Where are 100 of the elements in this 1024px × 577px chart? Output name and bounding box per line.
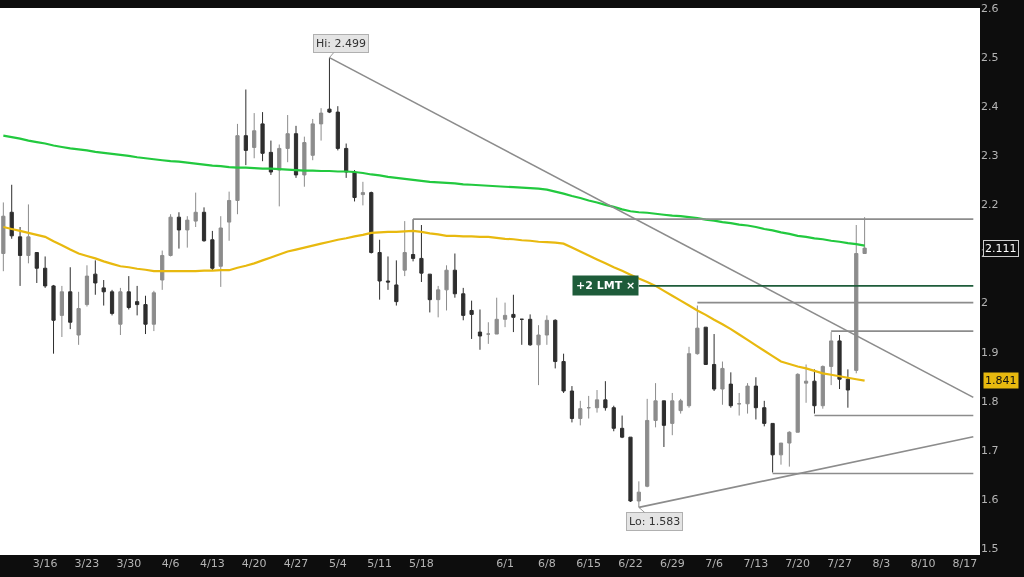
candlestick <box>787 430 792 468</box>
candlestick <box>160 250 165 291</box>
line-series <box>2 225 866 382</box>
y-tick-label: 1.7 <box>981 443 999 457</box>
candlestick <box>126 275 131 310</box>
candlestick <box>469 300 474 340</box>
candlestick <box>394 259 399 307</box>
candlestick <box>578 400 583 426</box>
candlestick <box>410 218 416 262</box>
candlestick <box>753 376 759 420</box>
y-tick-label: 2 <box>981 296 988 310</box>
candlestick <box>360 181 366 206</box>
candlestick <box>486 321 491 345</box>
candlestick <box>803 363 809 404</box>
candlestick <box>686 346 692 409</box>
candlestick <box>461 287 466 321</box>
annotation: Hi: 2.499 <box>316 37 367 50</box>
candlestick <box>9 184 14 240</box>
candlestick <box>109 289 115 316</box>
candlestick <box>277 144 282 207</box>
candlestick <box>845 368 850 409</box>
candlestick <box>820 364 825 410</box>
x-tick-label: 6/22 <box>618 557 643 570</box>
candlestick <box>118 287 123 336</box>
candlestick <box>620 415 625 439</box>
candlestick <box>243 89 248 166</box>
y-tick-label: 1.5 <box>981 541 999 555</box>
x-tick-label: 4/6 <box>161 557 180 570</box>
candlestick <box>536 324 541 386</box>
x-tick-label: 8/3 <box>872 557 891 570</box>
y-tick-label: 2.6 <box>981 1 999 15</box>
candlestick <box>293 125 299 179</box>
text: 1.841 <box>985 374 1017 387</box>
candlestick <box>210 230 215 271</box>
candlestick <box>720 361 725 406</box>
candlestick <box>151 290 156 332</box>
x-tick-label: 6/29 <box>659 557 685 570</box>
candlestick <box>795 372 800 433</box>
y-tick-label: 2.4 <box>981 100 999 114</box>
candlestick <box>778 442 784 466</box>
candlestick <box>762 400 767 427</box>
candlestick <box>76 291 81 346</box>
candlestick <box>703 326 708 365</box>
x-tick-label: 5/11 <box>367 557 392 570</box>
candlestick <box>511 294 516 333</box>
candlestick <box>227 191 232 242</box>
candlestick <box>193 192 198 228</box>
candlestick <box>711 333 717 392</box>
x-tick-label: 3/30 <box>116 557 142 570</box>
candlestick <box>544 314 549 346</box>
candlestick <box>444 264 449 311</box>
annotation: Lo: 1.583 <box>629 515 681 528</box>
annotation: +2 LMT × <box>576 279 636 292</box>
candlestick <box>310 118 315 161</box>
candlestick <box>369 191 374 255</box>
candlestick <box>1 201 6 272</box>
candlestick <box>653 382 658 428</box>
x-tick-label: 7/20 <box>785 557 811 570</box>
candlestick <box>745 382 750 415</box>
candlestick <box>168 213 173 257</box>
candlestick <box>84 264 90 308</box>
candlestick <box>770 422 775 474</box>
candlestick <box>427 273 432 313</box>
candlestick <box>335 105 340 151</box>
candlestick <box>302 136 307 188</box>
candlestick <box>235 123 240 215</box>
candlestick <box>185 215 190 249</box>
candlestick <box>812 368 817 415</box>
candlestick <box>68 266 73 330</box>
y-tick-label: 2.5 <box>981 50 999 64</box>
candlestick <box>135 285 140 316</box>
candlestick <box>59 285 64 338</box>
y-tick-label: 1.8 <box>981 394 999 408</box>
y-tick-label: 1.6 <box>981 492 999 506</box>
candlestick <box>594 389 600 414</box>
candlestick <box>377 239 382 301</box>
candlestick <box>252 112 257 159</box>
candlestick <box>452 253 457 299</box>
candlestick <box>218 215 223 288</box>
x-tick-label: 6/1 <box>496 557 514 570</box>
y-tick-label: 1.9 <box>981 345 999 359</box>
candlestick <box>477 308 483 351</box>
candlestick <box>327 57 332 114</box>
x-tick-label: 7/27 <box>827 557 852 570</box>
candlestick <box>43 255 48 289</box>
candlestick <box>728 371 733 409</box>
candlestick <box>352 169 357 202</box>
candlestick <box>93 259 98 296</box>
candlestick <box>385 255 391 291</box>
line-series <box>2 134 866 247</box>
candlestick <box>318 107 324 142</box>
candlestick <box>436 285 441 318</box>
candlestick <box>26 203 31 264</box>
candlestick <box>51 284 56 355</box>
candlestick <box>628 436 633 503</box>
candlestick <box>670 392 675 436</box>
candlestick <box>419 224 424 283</box>
text: 2.111 <box>985 242 1017 255</box>
x-tick-label: 5/18 <box>409 557 434 570</box>
candlestick <box>519 318 524 346</box>
